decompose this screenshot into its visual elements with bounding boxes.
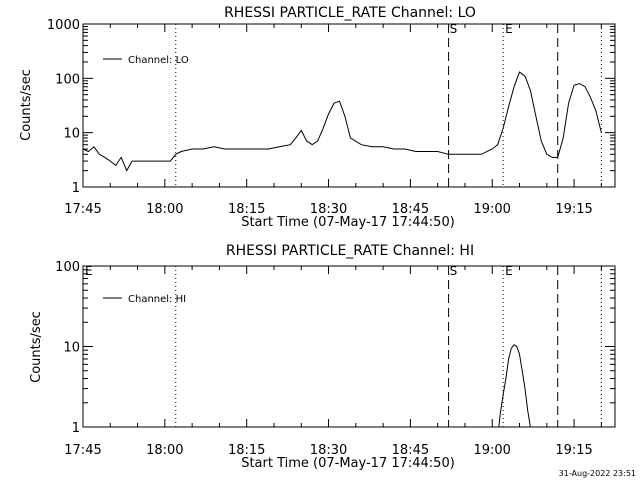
y-tick-label-lo: 1000 xyxy=(47,18,80,33)
x-tick-label-hi: 18:45 xyxy=(392,443,429,458)
event-marker-label-hi: S xyxy=(450,264,458,278)
series-line-hi xyxy=(498,344,531,428)
chart-title-hi: RHESSI PARTICLE_RATE Channel: HI xyxy=(226,243,474,259)
event-lines-hi: SE E xyxy=(85,264,602,427)
plot-frame-lo xyxy=(82,23,616,188)
chart-panel-lo: RHESSI PARTICLE_RATE Channel: LO 17:45 18… xyxy=(19,5,616,230)
y-tick-label-lo: 1 xyxy=(72,181,80,196)
axis-ticks-lo: 17:45 18:00 18:15 18:30 18:45 19:00 19:15 1 10 10… xyxy=(47,18,615,217)
x-tick-label-lo: 19:15 xyxy=(555,202,592,217)
y-tick-label-hi: 1 xyxy=(72,421,80,436)
x-tick-label-hi: 19:15 xyxy=(555,443,592,458)
x-tick-label-hi: 18:00 xyxy=(146,443,183,458)
x-tick-label-hi: 18:15 xyxy=(228,443,265,458)
event-marker-label-hi: E xyxy=(85,264,93,278)
x-tick-label-hi: 17:45 xyxy=(64,443,101,458)
series-lo xyxy=(82,71,602,172)
y-axis-label-hi: Counts/sec xyxy=(29,311,44,383)
legend-lo: Channel: LO xyxy=(103,55,189,66)
x-tick-label-hi: 18:30 xyxy=(310,443,347,458)
x-axis-label-lo: Start Time (07-May-17 17:44:50) xyxy=(241,215,455,230)
chart-title-lo: RHESSI PARTICLE_RATE Channel: LO xyxy=(224,5,476,21)
x-tick-label-lo: 18:15 xyxy=(228,202,265,217)
legend-hi: Channel: HI xyxy=(103,294,186,305)
timestamp: 31-Aug-2022 23:51 xyxy=(559,469,636,478)
event-marker-label-lo: S xyxy=(450,22,458,36)
chart-panel-hi: RHESSI PARTICLE_RATE Channel: HI 17:45 18… xyxy=(29,243,616,471)
y-tick-label-hi: 100 xyxy=(55,260,80,275)
x-axis-label-hi: Start Time (07-May-17 17:44:50) xyxy=(241,456,455,471)
x-tick-label-lo: 18:45 xyxy=(392,202,429,217)
x-tick-label-lo: 19:00 xyxy=(473,202,510,217)
x-tick-label-lo: 17:45 xyxy=(64,202,101,217)
legend-label-hi: Channel: HI xyxy=(128,294,186,305)
event-marker-label-lo: E xyxy=(505,22,513,36)
y-tick-label-lo: 10 xyxy=(63,127,80,142)
series-line-lo xyxy=(82,71,602,172)
axis-ticks-hi: 17:45 18:00 18:15 18:30 18:45 19:00 19:15 1 10 10… xyxy=(55,260,615,458)
y-axis-label-lo: Counts/sec xyxy=(19,69,34,141)
legend-label-lo: Channel: LO xyxy=(128,55,189,66)
x-tick-label-lo: 18:00 xyxy=(146,202,183,217)
series-hi xyxy=(498,344,531,428)
event-marker-label-hi: E xyxy=(505,264,513,278)
plot-frame-hi xyxy=(82,265,616,428)
y-tick-label-lo: 100 xyxy=(55,72,80,87)
y-tick-label-hi: 10 xyxy=(63,341,80,356)
x-tick-label-lo: 18:30 xyxy=(310,202,347,217)
x-tick-label-hi: 19:00 xyxy=(473,443,510,458)
